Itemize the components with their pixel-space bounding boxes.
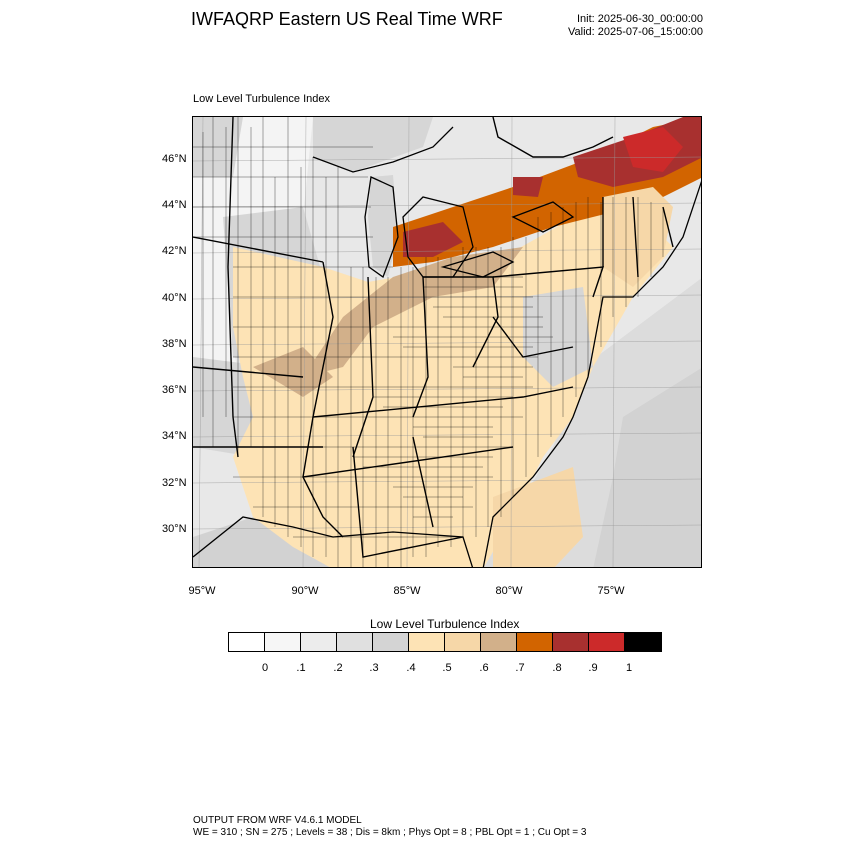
colorbar-label: .3 <box>369 662 379 674</box>
lat-label-46n: 46°N <box>162 153 187 165</box>
colorbar-label: 1 <box>625 662 633 674</box>
init-time: Init: 2025-06-30_00:00:00 <box>577 13 703 25</box>
colorbar-label: .1 <box>296 662 306 674</box>
colorbar-cell-4 <box>337 633 373 651</box>
footer-model: OUTPUT FROM WRF V4.6.1 MODEL <box>193 815 362 826</box>
ocean-tan-patch <box>493 467 583 567</box>
red-dark-michigan <box>403 222 463 257</box>
colorbar-title: Low Level Turbulence Index <box>370 617 520 631</box>
valid-time: Valid: 2025-07-06_15:00:00 <box>568 26 703 38</box>
lat-label-34n: 34°N <box>162 430 187 442</box>
colorbar-label: .6 <box>479 662 489 674</box>
mid-atlantic-gray <box>523 287 593 387</box>
map-panel <box>192 116 702 568</box>
colorbar-cell-8 <box>481 633 517 651</box>
lat-label-38n: 38°N <box>162 338 187 350</box>
colorbar-cell-6 <box>409 633 445 651</box>
state-boundaries <box>193 117 674 558</box>
colorbar-cell-10 <box>553 633 589 651</box>
colorbar-cell-1 <box>229 633 265 651</box>
lon-label-80w: 80°W <box>495 585 523 597</box>
colorbar-label: .5 <box>442 662 452 674</box>
lat-label-42n: 42°N <box>162 245 187 257</box>
turbulence-map <box>193 117 701 567</box>
colorbar-cell-3 <box>301 633 337 651</box>
county-lines <box>193 117 664 567</box>
colorbar-cell-12 <box>625 633 661 651</box>
colorbar-label: .9 <box>588 662 598 674</box>
colorbar-label: .2 <box>333 662 343 674</box>
lat-label-36n: 36°N <box>162 384 187 396</box>
colorbar-label: 0 <box>261 662 269 674</box>
lake-superior <box>313 117 433 172</box>
footer-config: WE = 310 ; SN = 275 ; Levels = 38 ; Dis … <box>193 827 587 838</box>
atlantic-ocean-mid <box>593 368 701 567</box>
colorbar-cell-11 <box>589 633 625 651</box>
colorbar-cell-5 <box>373 633 409 651</box>
colorbar-label: .8 <box>552 662 562 674</box>
colorbar-label: .7 <box>515 662 525 674</box>
brown-band <box>303 247 523 377</box>
map-subtitle: Low Level Turbulence Index <box>193 93 330 105</box>
red-dark-ontario <box>513 177 543 197</box>
colorbar-cell-7 <box>445 633 481 651</box>
lon-label-90w: 90°W <box>291 585 319 597</box>
lat-label-32n: 32°N <box>162 477 187 489</box>
lon-label-85w: 85°W <box>393 585 421 597</box>
colorbar <box>228 632 662 652</box>
colorbar-label: .4 <box>406 662 416 674</box>
lat-label-40n: 40°N <box>162 292 187 304</box>
page-title: IWFAQRP Eastern US Real Time WRF <box>191 9 503 29</box>
lon-label-95w: 95°W <box>188 585 216 597</box>
lat-label-30n: 30°N <box>162 523 187 535</box>
red-peak <box>623 127 683 172</box>
lon-label-75w: 75°W <box>597 585 625 597</box>
graticule <box>193 117 701 567</box>
colorbar-cell-9 <box>517 633 553 651</box>
lat-label-44n: 44°N <box>162 199 187 211</box>
colorbar-cell-2 <box>265 633 301 651</box>
coastlines <box>193 126 701 567</box>
